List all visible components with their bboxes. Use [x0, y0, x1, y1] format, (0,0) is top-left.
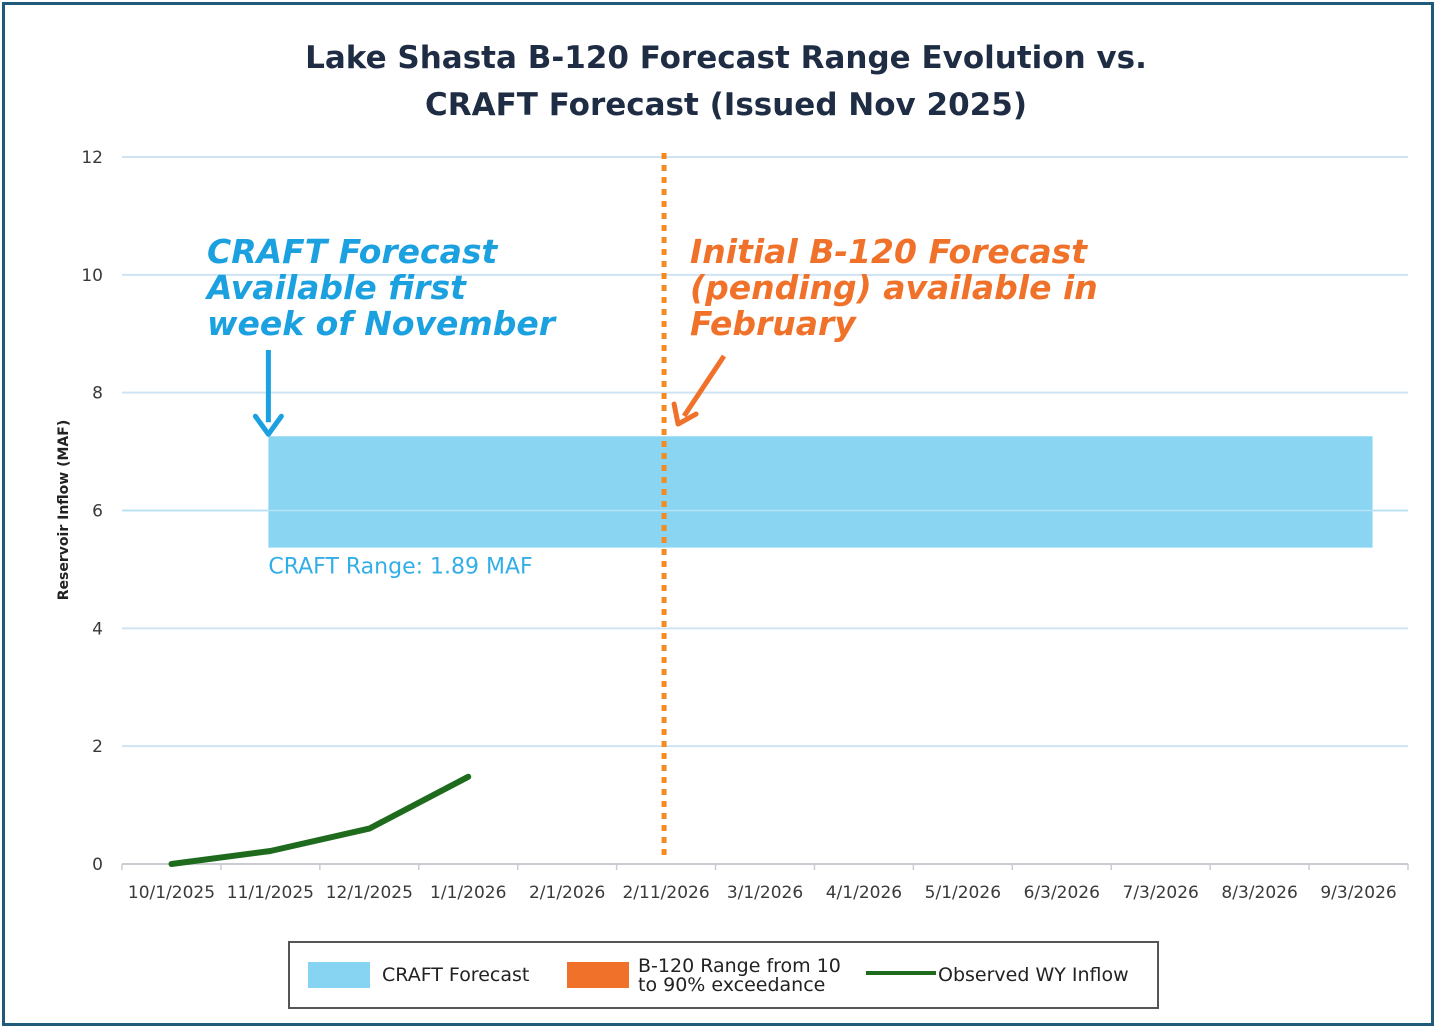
x-tick-label: 10/1/2025 — [128, 883, 215, 903]
x-tick-labels: 10/1/2025 11/1/2025 12/1/2025 1/1/2026 2/1/2… — [121, 864, 1409, 903]
y-tick-label: 10 — [81, 266, 103, 286]
x-tick-label: 3/1/2026 — [727, 883, 803, 903]
x-tick-label: 9/3/2026 — [1320, 883, 1396, 903]
x-tick-label: 2/11/2026 — [622, 883, 709, 903]
legend-label-craft: CRAFT Forecast — [382, 964, 529, 986]
legend-label-b120: B-120 Range from 10 — [638, 955, 841, 977]
x-tick-label: 11/1/2025 — [227, 883, 314, 903]
x-tick-label: 4/1/2026 — [826, 883, 902, 903]
observed-wy-inflow-line — [168, 773, 472, 867]
craft-range-label: CRAFT Range: 1.89 MAF — [268, 555, 532, 580]
b120-availability-annotation: (pending) available in — [690, 268, 1098, 307]
x-tick-label: 8/3/2026 — [1221, 883, 1297, 903]
y-tick-label: 2 — [92, 737, 103, 757]
chart-title-line: Lake Shasta B-120 Forecast Range Evoluti… — [305, 40, 1147, 76]
legend-box — [288, 941, 1159, 1009]
y-tick-label: 12 — [81, 148, 103, 168]
b120-arrow-head — [671, 401, 699, 427]
x-tick-label: 2/1/2026 — [529, 883, 605, 903]
craft-arrow-head — [252, 413, 284, 437]
x-tick-label: 12/1/2025 — [326, 883, 413, 903]
series-lines — [168, 773, 472, 867]
x-tick-label: 1/1/2026 — [430, 883, 506, 903]
x-tick-label: 6/3/2026 — [1024, 883, 1100, 903]
y-axis-label: Reservoir Inflow (MAF) — [56, 420, 72, 600]
y-tick-label: 4 — [92, 619, 103, 639]
legend-swatch-craft — [308, 962, 370, 988]
y-tick-label: 8 — [92, 384, 103, 404]
forecast-bands: CRAFT Range: 1.89 MAF — [122, 436, 1408, 580]
y-tick-label: 0 — [92, 855, 103, 875]
b120-availability-annotation: Initial B-120 Forecast — [690, 232, 1088, 271]
legend-swatch-b120 — [567, 962, 629, 988]
legend-label-b120: to 90% exceedance — [638, 974, 825, 996]
b120-arrow — [681, 354, 727, 418]
x-tick-label: 5/1/2026 — [925, 883, 1001, 903]
chart-title: Lake Shasta B-120 Forecast Range Evoluti… — [305, 40, 1147, 123]
y-tick-labels: 0 2 4 6 8 10 12 — [81, 148, 103, 875]
craft-forecast-band — [268, 436, 1373, 548]
b120-availability-annotation: February — [690, 304, 857, 343]
gridlines — [122, 156, 1408, 865]
chart-title-line: CRAFT Forecast (Issued Nov 2025) — [425, 87, 1027, 123]
craft-availability-annotation: CRAFT Forecast — [207, 232, 498, 271]
x-tick-label: 7/3/2026 — [1123, 883, 1199, 903]
legend-label-observed: Observed WY Inflow — [938, 964, 1129, 986]
y-tick-label: 6 — [92, 502, 103, 522]
craft-availability-annotation: week of November — [207, 304, 557, 343]
craft-availability-annotation: Available first — [204, 268, 467, 307]
